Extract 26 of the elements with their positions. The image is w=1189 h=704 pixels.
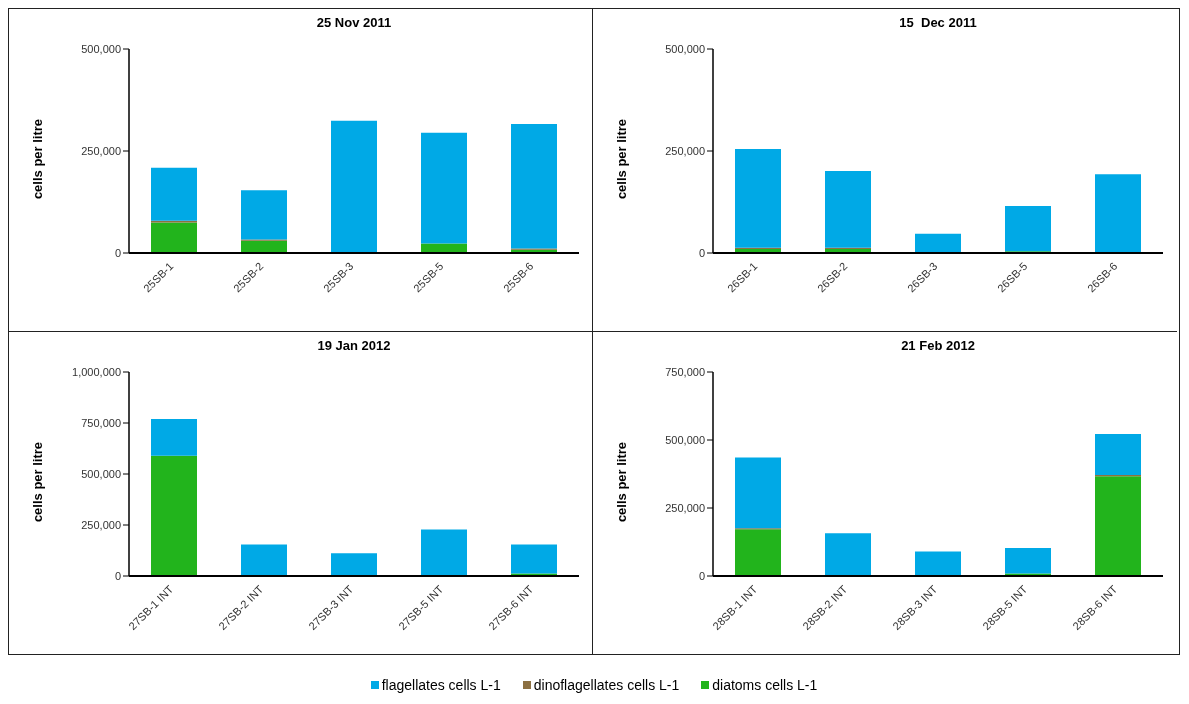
y-tick-label: 1,000,000 bbox=[72, 365, 121, 378]
chart-title: 19 Jan 2012 bbox=[316, 338, 392, 353]
y-axis-title: cells per litre bbox=[29, 441, 45, 523]
y-axis-title: cells per litre bbox=[613, 118, 629, 200]
y-tick-label: 500,000 bbox=[665, 433, 705, 446]
y-tick-label: 500,000 bbox=[81, 467, 121, 480]
legend-label: dinoflagellates cells L-1 bbox=[533, 677, 680, 693]
y-tick-label: 250,000 bbox=[81, 144, 121, 157]
y-tick-label: 0 bbox=[114, 246, 121, 259]
y-axis-title: cells per litre bbox=[29, 118, 45, 200]
y-tick-label: 750,000 bbox=[81, 416, 121, 429]
y-tick-label: 0 bbox=[698, 569, 705, 582]
y-tick-label: 0 bbox=[114, 569, 121, 582]
y-tick-label: 250,000 bbox=[665, 501, 705, 514]
y-axis-title: cells per litre bbox=[613, 441, 629, 523]
y-tick-label: 500,000 bbox=[81, 42, 121, 55]
chart-title: 21 Feb 2012 bbox=[900, 338, 976, 353]
chart-title: 25 Nov 2011 bbox=[315, 15, 393, 30]
chart-title: 15 Dec 2011 bbox=[898, 15, 978, 30]
y-tick-label: 250,000 bbox=[81, 518, 121, 531]
legend-label: flagellates cells L-1 bbox=[381, 677, 501, 693]
y-tick-label: 500,000 bbox=[665, 42, 705, 55]
y-tick-label: 0 bbox=[698, 246, 705, 259]
y-tick-label: 750,000 bbox=[665, 365, 705, 378]
legend-label: diatoms cells L-1 bbox=[712, 677, 818, 693]
y-tick-label: 250,000 bbox=[665, 144, 705, 157]
